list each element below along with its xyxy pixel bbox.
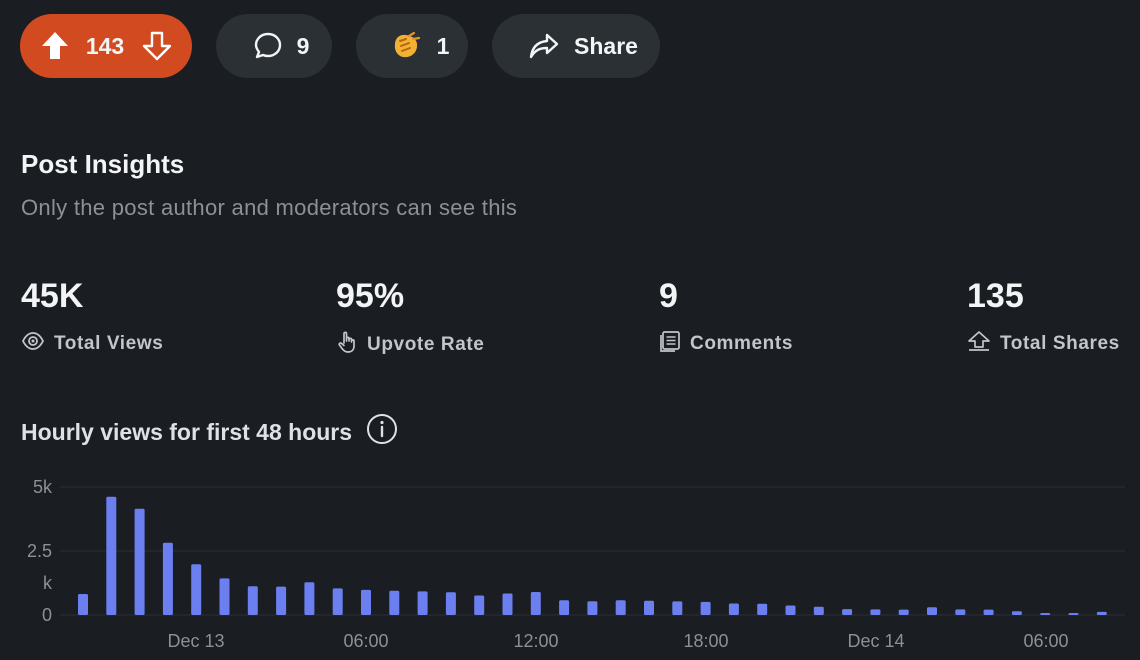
y-tick-label: 0 [42,605,52,625]
stat-value: 45K [21,277,84,315]
chart-bar[interactable] [1068,613,1079,615]
chart-bar[interactable] [559,600,570,615]
chart-bar[interactable] [927,607,937,615]
chart-bar[interactable] [276,586,287,615]
chart-bar[interactable] [898,609,909,615]
hand-pointer-icon [336,330,367,360]
comments-count: 9 [296,32,310,59]
chart-bar[interactable] [1096,611,1107,615]
eye-icon [21,330,54,358]
award-icon [389,30,423,62]
document-icon [659,330,690,358]
chart-bar[interactable] [955,609,966,615]
stat-value: 135 [967,277,1024,315]
hourly-views-chart: 5k 2.5 k 0 Dec 13 06:00 12:00 18:00 Dec … [27,477,1125,651]
chart-bar[interactable] [502,593,513,616]
chart-bar[interactable] [106,496,117,615]
chart-bar[interactable] [191,564,202,615]
chart-bar[interactable] [757,603,768,615]
chart-bar[interactable] [1040,613,1051,615]
stat-comments: 9 Comments [659,276,793,358]
x-tick-label: Dec 14 [847,631,904,651]
chart-bar[interactable] [474,595,485,616]
y-tick-label: 2.5 [27,541,52,561]
chart-bar[interactable] [587,601,598,615]
vote-score: 143 [85,32,125,59]
x-tick-label: 12:00 [513,631,558,651]
chart-bar[interactable] [417,591,428,615]
share-label: Share [574,32,638,59]
chart-title: Hourly views for first 48 hours [21,418,353,445]
stat-label: Total Views [54,333,164,354]
chart-bar[interactable] [813,606,824,615]
chart-bar[interactable] [445,592,456,615]
y-tick-label: 5k [33,477,53,497]
chart-bar[interactable] [870,609,881,615]
stat-value: 9 [659,277,678,315]
share-button[interactable]: Share [492,14,660,78]
chart-bar[interactable] [644,600,654,615]
chart-bar[interactable] [219,578,230,615]
stat-total-shares: 135 Total Shares [967,276,1120,358]
chart-bar[interactable] [361,589,371,615]
share-arrow-icon [528,31,560,61]
award-button[interactable]: 1 [356,14,468,78]
upvote-icon[interactable] [40,30,70,62]
x-tick-label: 18:00 [683,631,728,651]
comments-button[interactable]: 9 [216,14,332,78]
chart-bar[interactable] [247,586,258,615]
chart-bar[interactable] [530,592,541,615]
comment-bubble-icon [253,31,283,61]
chart-bar[interactable] [700,601,711,615]
chart-bar[interactable] [78,594,88,615]
stat-total-views: 45K Total Views [21,276,163,358]
stat-label: Comments [690,333,793,354]
x-tick-label: Dec 13 [167,631,224,651]
x-tick-label: 06:00 [343,631,388,651]
downvote-icon[interactable] [142,30,172,62]
info-icon[interactable] [366,413,398,451]
chart-header: Hourly views for first 48 hours [21,413,398,451]
chart-bar[interactable] [615,600,626,615]
insights-subtitle: Only the post author and moderators can … [21,195,518,220]
stat-label: Upvote Rate [367,334,485,355]
chart-bar[interactable] [134,508,145,615]
share-up-arrow-icon [967,330,1000,358]
chart-bar[interactable] [785,605,796,616]
chart-bar[interactable] [842,609,853,615]
vote-control: 143 [20,14,192,78]
x-tick-label: 06:00 [1023,631,1068,651]
stat-upvote-rate: 95% Upvote Rate [336,276,484,360]
awards-count: 1 [436,32,450,59]
chart-bar[interactable] [162,542,173,615]
chart-bar[interactable] [332,588,343,615]
chart-bar[interactable] [983,609,994,615]
chart-bar[interactable] [1011,611,1022,615]
chart-bar[interactable] [728,603,739,616]
chart-bar[interactable] [304,582,315,615]
stat-label: Total Shares [1000,333,1120,354]
stat-value: 95% [336,277,405,315]
chart-bar[interactable] [389,590,400,615]
chart-bars [78,496,1107,616]
chart-bar[interactable] [672,601,683,615]
y-tick-label: k [43,573,53,593]
insights-title: Post Insights [21,149,185,179]
